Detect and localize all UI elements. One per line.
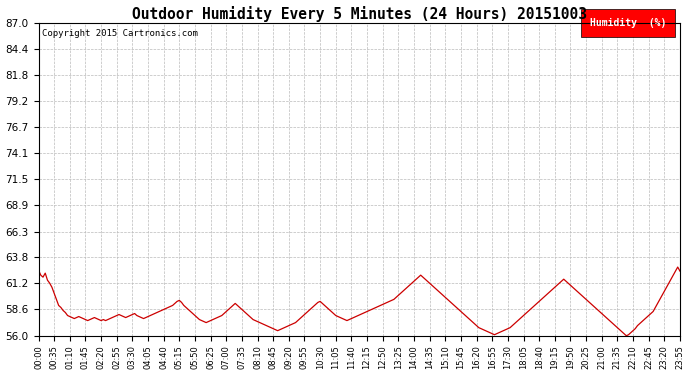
Text: Copyright 2015 Cartronics.com: Copyright 2015 Cartronics.com	[41, 29, 197, 38]
Title: Outdoor Humidity Every 5 Minutes (24 Hours) 20151003: Outdoor Humidity Every 5 Minutes (24 Hou…	[132, 6, 586, 21]
Text: Humidity  (%): Humidity (%)	[590, 18, 666, 28]
FancyBboxPatch shape	[580, 9, 676, 37]
